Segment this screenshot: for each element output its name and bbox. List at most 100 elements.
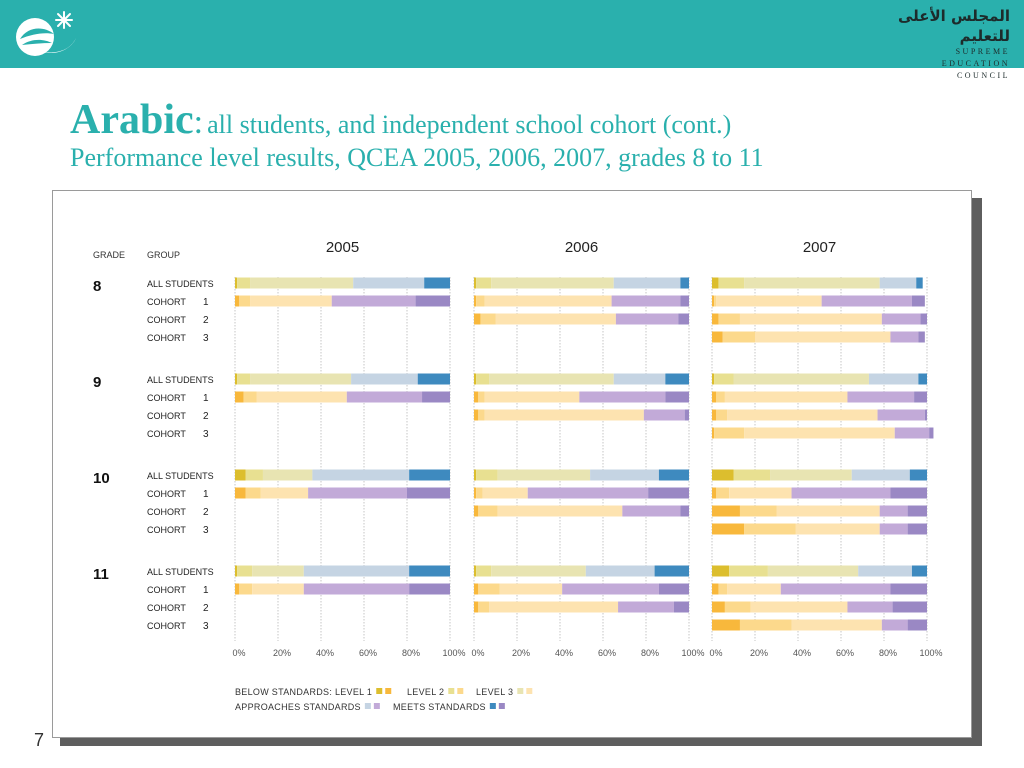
bar-segment — [724, 391, 848, 403]
group-label: COHORT — [147, 315, 186, 325]
cohort-number: 2 — [203, 315, 209, 326]
bar-segment — [476, 295, 485, 307]
legend-swatch — [448, 688, 455, 694]
bar-segment — [733, 373, 869, 385]
bar-segment — [680, 295, 689, 307]
bar-segment — [235, 391, 244, 403]
bar-segment — [615, 313, 679, 325]
bar-segment — [262, 469, 313, 481]
bar-segment — [303, 583, 410, 595]
cohort-number: 1 — [203, 489, 209, 500]
bar-segment — [851, 469, 910, 481]
bar-segment — [252, 565, 304, 577]
bar-segment — [407, 487, 450, 499]
bar-segment — [474, 583, 479, 595]
bar-segment — [613, 277, 681, 289]
bar-segment — [877, 409, 925, 421]
bar-segment — [643, 409, 685, 421]
bar-segment — [750, 601, 848, 613]
legend-swatch — [364, 703, 371, 709]
title-subtitle: all students, and independent school coh… — [207, 110, 732, 139]
bar-segment — [346, 391, 423, 403]
bar-segment — [562, 583, 659, 595]
bar-segment — [712, 487, 717, 499]
bar-segment — [482, 487, 528, 499]
bar-segment — [618, 601, 674, 613]
x-tick-label: 80% — [402, 648, 420, 658]
bar-segment — [484, 295, 612, 307]
grade-label: 8 — [93, 278, 101, 295]
bar-segment — [260, 487, 309, 499]
bar-segment — [712, 373, 715, 385]
bar-segment — [733, 469, 771, 481]
legend-swatch — [517, 688, 524, 694]
legend-swatch — [373, 703, 380, 709]
group-label: ALL STUDENTS — [147, 471, 214, 481]
bar-segment — [424, 277, 450, 289]
group-label: COHORT — [147, 525, 186, 535]
bar-segment — [712, 409, 717, 421]
legend-swatch — [498, 703, 505, 709]
bar-segment — [776, 505, 880, 517]
bar-segment — [422, 391, 450, 403]
bar-segment — [250, 373, 352, 385]
bar-segment — [918, 373, 927, 385]
bar-segment — [892, 601, 927, 613]
year-header-2005: 2005 — [326, 239, 359, 256]
bar-segment — [712, 565, 730, 577]
column-header-grade: GRADE — [93, 250, 125, 260]
group-label: COHORT — [147, 393, 186, 403]
bar-segment — [684, 409, 689, 421]
bar-segment — [712, 601, 725, 613]
bar-segment — [929, 427, 934, 439]
cohort-number: 3 — [203, 621, 209, 632]
x-tick-label: 100% — [442, 648, 465, 658]
bar-segment — [658, 583, 689, 595]
bar-segment — [308, 487, 407, 499]
x-tick-label: 20% — [512, 648, 530, 658]
bar-segment — [724, 601, 751, 613]
x-tick-label: 100% — [681, 648, 704, 658]
bar-segment — [499, 583, 563, 595]
bar-segment — [654, 565, 689, 577]
bar-segment — [890, 583, 927, 595]
bar-segment — [245, 469, 263, 481]
group-label: COHORT — [147, 603, 186, 613]
group-label: COHORT — [147, 411, 186, 421]
bar-segment — [239, 583, 253, 595]
x-tick-label: 40% — [793, 648, 811, 658]
header-bar: المجلس الأعلى للتعليم SUPREME EDUCATION … — [0, 0, 1024, 80]
bar-segment — [712, 313, 719, 325]
cohort-number: 3 — [203, 525, 209, 536]
bar-segment — [527, 487, 649, 499]
bar-segment — [712, 391, 717, 403]
bar-segment — [678, 313, 689, 325]
bar-segment — [868, 373, 919, 385]
bar-segment — [907, 523, 927, 535]
bar-segment — [351, 373, 418, 385]
legend-label: BELOW STANDARDS: LEVEL 1 — [235, 687, 372, 697]
x-tick-label: 0% — [232, 648, 245, 658]
council-name-line-3: COUNCIL — [956, 71, 1010, 80]
bar-segment — [729, 565, 768, 577]
grade-label: 9 — [93, 374, 101, 391]
bar-segment — [718, 313, 740, 325]
bar-segment — [821, 295, 912, 307]
bar-segment — [909, 469, 927, 481]
x-tick-label: 60% — [598, 648, 616, 658]
bar-segment — [237, 565, 253, 577]
bar-segment — [478, 391, 485, 403]
bar-segment — [881, 313, 921, 325]
bar-segment — [497, 469, 591, 481]
x-tick-label: 0% — [471, 648, 484, 658]
bar-segment — [739, 619, 792, 631]
bar-segment — [495, 313, 616, 325]
bar-segment — [648, 487, 689, 499]
cohort-number: 1 — [203, 393, 209, 404]
bar-segment — [894, 427, 930, 439]
bar-segment — [484, 391, 580, 403]
bar-segment — [611, 295, 681, 307]
bar-segment — [478, 505, 498, 517]
bar-segment — [881, 619, 908, 631]
chart-panel: GRADE GROUP 2005 0% 20% 40% 60% 80% 100% 2006 0% 20… — [52, 190, 972, 738]
